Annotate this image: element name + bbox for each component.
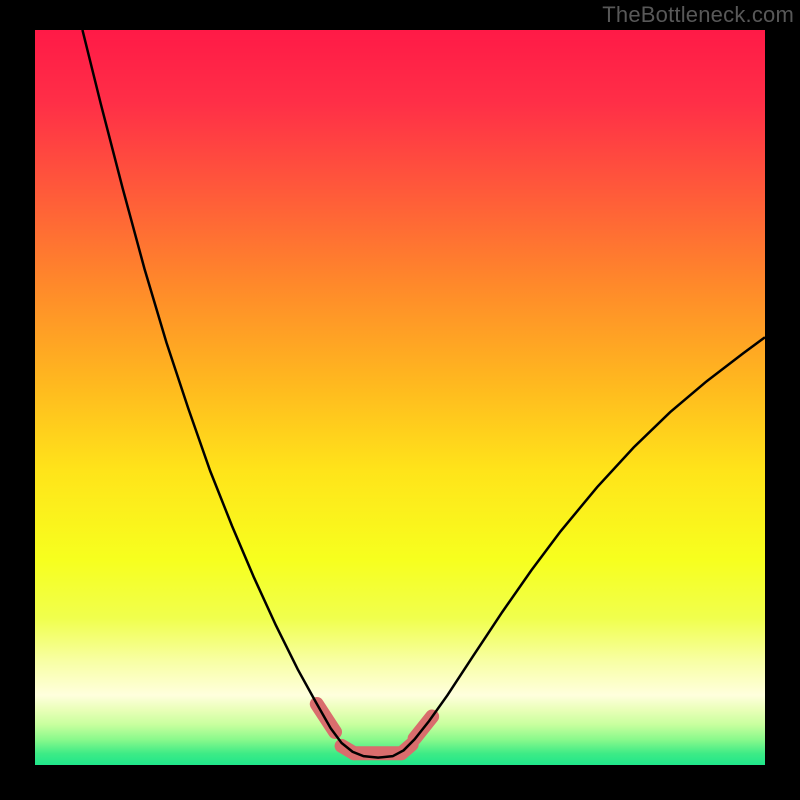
watermark-label: TheBottleneck.com	[602, 2, 794, 28]
plot-background	[35, 30, 765, 765]
bottleneck-chart	[0, 0, 800, 800]
